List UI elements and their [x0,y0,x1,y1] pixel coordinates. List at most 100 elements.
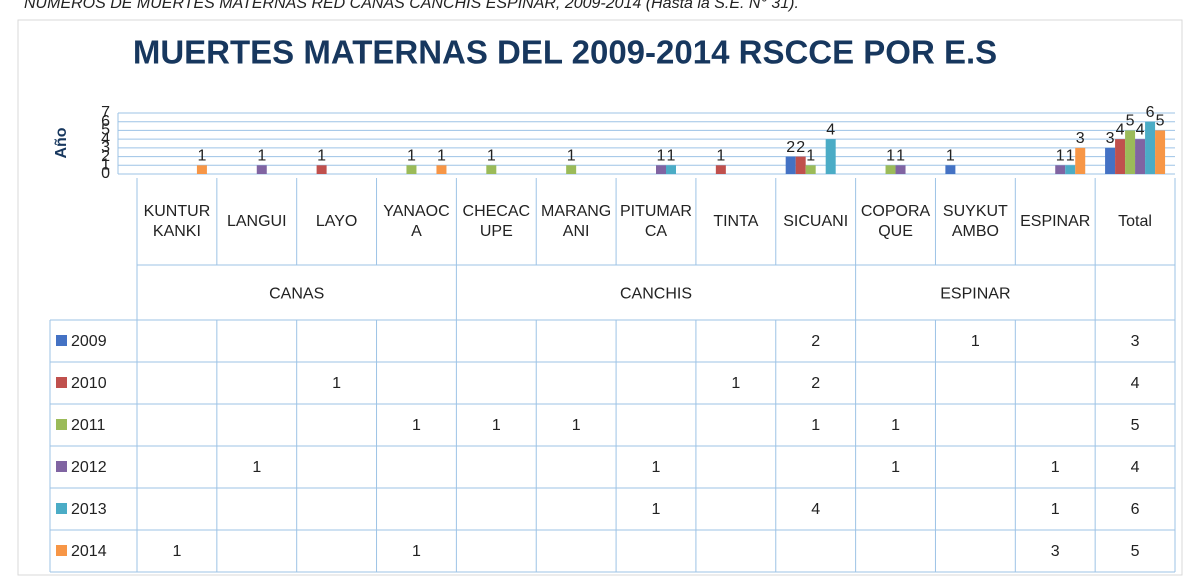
category-cell: ESPINAR [1020,213,1090,230]
table-value: 1 [811,417,820,434]
table-value: 1 [891,459,900,476]
category-cell: LANGUI [227,213,287,230]
data-label: 1 [407,148,416,165]
category-cell: LAYO [315,212,358,230]
bar [825,139,836,174]
bar [1135,139,1146,174]
data-label: 4 [826,121,835,138]
data-label: 1 [257,148,266,165]
bar [805,165,816,174]
category-cell: PITUMARCA [619,202,692,240]
legend-swatch [56,545,67,556]
x-tick-label: KUNTURKANKI [143,202,211,240]
category-cell: COPORAQUE [860,202,931,240]
data-label: 2 [796,139,805,156]
x-tick-label: TINTA [713,212,759,230]
data-label: 1 [946,148,955,165]
legend-label: 2012 [71,459,107,476]
table-value: 1 [652,501,661,518]
table-value: 1 [652,459,661,476]
table-value: 1 [731,375,740,392]
category-cell: YANAOCA [383,203,449,240]
x-tick-label: Total [1118,212,1152,230]
table-value: 1 [412,417,421,434]
category-cell: KUNTURKANKI [143,202,211,240]
table-value: 3 [1131,333,1140,350]
table-value: 4 [811,501,820,518]
category-cell: MARANGANI [541,203,611,240]
table-value: 1 [172,543,181,560]
bar [666,165,676,174]
category-cell: Total [1118,212,1152,230]
table-value: 2 [811,375,820,392]
table-value: 1 [1051,501,1060,518]
table-value: 4 [1131,459,1140,476]
group-label: CANAS [269,286,324,303]
category-cell: CHECACUPE [462,202,531,240]
table-value: 4 [1131,375,1140,392]
data-label: 1 [567,148,576,165]
data-label: 1 [197,148,206,165]
group-label: CANCHIS [620,286,692,303]
y-tick-label: 5 [101,122,110,139]
data-label: 1 [437,148,446,165]
bar [1145,121,1156,174]
data-label: 4 [1136,121,1145,138]
y-tick-label: 6 [101,113,110,130]
table-value: 1 [332,375,341,392]
x-tick-label: PITUMARCA [619,202,692,240]
bar [256,165,267,174]
bar [945,165,956,174]
bar [566,165,577,174]
data-label: 5 [1126,113,1135,130]
data-label: 3 [1076,130,1085,147]
data-label: 1 [667,148,676,165]
legend-swatch [56,377,67,388]
bar [785,156,796,174]
table-value: 1 [572,417,581,434]
legend-label: 2010 [71,375,107,392]
legend-swatch [56,335,67,346]
bar [795,156,806,174]
data-label: 5 [1156,113,1165,130]
legend-label: 2014 [71,543,107,560]
legend-label: 2011 [71,417,106,434]
data-label: 1 [317,148,326,165]
bar [486,165,497,174]
data-label: 1 [886,148,895,165]
table-value: 1 [252,459,261,476]
bar [436,165,447,174]
bar [1155,130,1166,174]
caption: NÚMEROS DE MUERTES MATERNAS RED CANAS CA… [24,0,799,12]
table-value: 3 [1051,543,1060,560]
x-tick-label: SUYKUTAMBO [942,202,1008,240]
legend-label: 2009 [71,333,107,350]
table-value: 5 [1131,417,1140,434]
table-value: 1 [412,543,421,560]
x-tick-label: SICUANI [783,212,849,230]
bar [1125,130,1136,174]
bar [885,165,896,174]
bar [196,165,207,174]
bar [316,165,327,174]
bar [895,165,906,174]
y-tick-label: 1 [101,157,110,174]
bar [715,165,726,174]
legend-swatch [56,461,67,472]
group-label: ESPINAR [940,286,1010,303]
legend-swatch [56,503,67,514]
bar [656,165,666,174]
bar [1115,139,1126,174]
data-label: 1 [1056,148,1065,165]
bar [1055,165,1066,174]
x-tick-label: COPORAQUE [860,202,931,240]
legend-label: 2013 [71,501,107,518]
data-label: 1 [487,148,496,165]
bar [1075,147,1086,174]
x-tick-label: LAYO [315,212,358,230]
category-cell: SICUANI [783,212,849,230]
table-value: 1 [1051,459,1060,476]
data-label: 1 [716,148,725,165]
x-tick-label: CHECACUPE [462,202,531,240]
